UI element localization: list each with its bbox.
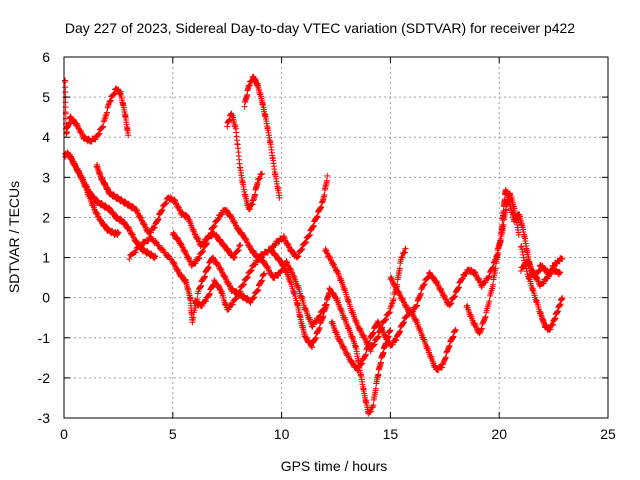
- x-tick-label: 0: [60, 426, 68, 442]
- x-axis-label: GPS time / hours: [281, 458, 388, 474]
- y-axis-label: SDTVAR / TECUs: [6, 181, 22, 293]
- y-tick-label: 3: [42, 169, 50, 185]
- y-tick-label: 2: [42, 209, 50, 225]
- y-tick-label: 1: [42, 250, 50, 266]
- y-tick-label: -2: [38, 370, 51, 386]
- chart-title: Day 227 of 2023, Sidereal Day-to-day VTE…: [65, 20, 575, 36]
- y-tick-label: 5: [42, 89, 50, 105]
- chart-background: [0, 0, 640, 480]
- y-tick-label: -3: [38, 410, 51, 426]
- x-tick-label: 10: [274, 426, 290, 442]
- y-tick-label: 6: [42, 49, 50, 65]
- y-tick-label: -1: [38, 330, 51, 346]
- x-tick-label: 25: [600, 426, 616, 442]
- x-tick-label: 5: [169, 426, 177, 442]
- y-tick-label: 0: [42, 290, 50, 306]
- x-tick-label: 15: [383, 426, 399, 442]
- y-tick-label: 4: [42, 129, 50, 145]
- sdtvar-chart: 0 5 10 15 20 25 -3 -2 -1 0 1 2 3 4 5 6 Day 227 of 2023,…: [0, 0, 640, 480]
- x-tick-label: 20: [491, 426, 507, 442]
